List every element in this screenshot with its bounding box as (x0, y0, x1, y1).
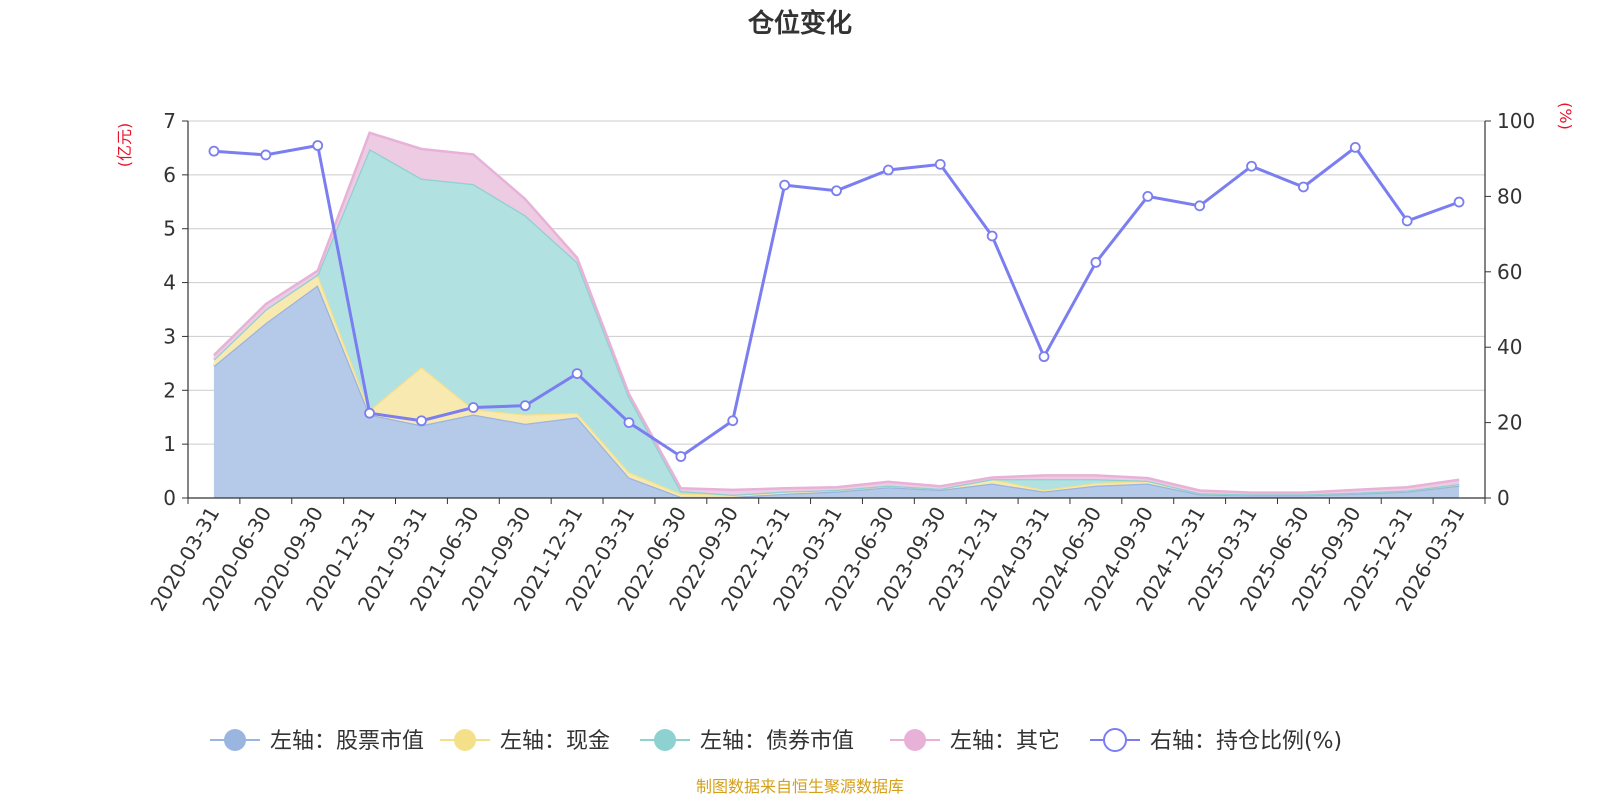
left-tick-label: 5 (163, 217, 176, 241)
legend-marker-icon (904, 729, 926, 751)
line-layer (208, 140, 1465, 462)
right-tick-label: 0 (1497, 486, 1510, 510)
legend-item: 左轴：其它 (890, 729, 1060, 754)
legend-label: 左轴：股票市值 (270, 729, 424, 754)
line-point (1194, 200, 1206, 212)
line-point (260, 149, 272, 161)
left-tick-label: 2 (163, 378, 176, 402)
line-point (1142, 190, 1154, 202)
line-point (1349, 141, 1361, 153)
source-note: 制图数据来自恒生聚源数据库 (696, 777, 904, 796)
legend-marker-icon (654, 729, 676, 751)
left-tick-label: 3 (163, 324, 176, 348)
chart-title: 仓位变化 (747, 8, 852, 39)
line-point (727, 415, 739, 427)
left-tick-label: 7 (163, 109, 176, 133)
legend: 左轴：股票市值 左轴：现金 左轴：债券市值 左轴：其它 右轴：持仓比例(%) (210, 728, 1342, 754)
legend-item: 左轴：股票市值 (210, 729, 424, 754)
right-tick-label: 20 (1497, 411, 1522, 435)
line-point (312, 140, 324, 151)
line-point (675, 451, 687, 462)
line-point (1453, 196, 1465, 208)
line-point (831, 185, 842, 197)
left-tick-label: 4 (163, 271, 176, 295)
right-axis-unit: (%) (1556, 102, 1575, 130)
line-point (934, 158, 946, 170)
area-series-0 (213, 285, 1460, 498)
legend-marker-icon (1103, 728, 1127, 752)
right-tick-label: 80 (1497, 184, 1522, 208)
legend-label: 左轴：其它 (950, 729, 1060, 754)
line-point (519, 400, 531, 412)
legend-item: 左轴：债券市值 (640, 729, 854, 754)
legend-label: 左轴：现金 (500, 729, 610, 754)
legend-label: 右轴：持仓比例(%) (1150, 729, 1342, 754)
right-tick-label: 60 (1497, 260, 1522, 284)
line-point (1246, 160, 1257, 172)
line-point (623, 417, 635, 429)
legend-marker-icon (454, 729, 476, 751)
line-point (416, 415, 427, 427)
legend-label: 左轴：债券市值 (700, 729, 854, 754)
line-point (779, 179, 791, 191)
area-edge-series-3 (213, 131, 1460, 494)
line-point (986, 230, 998, 242)
left-axis-unit: (亿元) (115, 123, 134, 168)
legend-item: 左轴：现金 (440, 729, 610, 754)
legend-item: 右轴：持仓比例(%) (1090, 728, 1342, 754)
right-tick-label: 100 (1497, 109, 1535, 133)
line-point (1038, 351, 1050, 363)
line-point (1090, 256, 1102, 268)
line-point (1401, 215, 1413, 227)
line-point (467, 402, 479, 413)
line-point (882, 164, 894, 176)
left-tick-label: 6 (163, 163, 176, 187)
line-point (208, 145, 220, 157)
line-point (571, 368, 583, 379)
right-tick-label: 40 (1497, 335, 1522, 359)
left-tick-label: 0 (163, 486, 176, 510)
line-point (1298, 181, 1309, 193)
legend-marker-icon (224, 729, 246, 751)
line-point (364, 407, 375, 419)
left-tick-label: 1 (163, 432, 176, 456)
